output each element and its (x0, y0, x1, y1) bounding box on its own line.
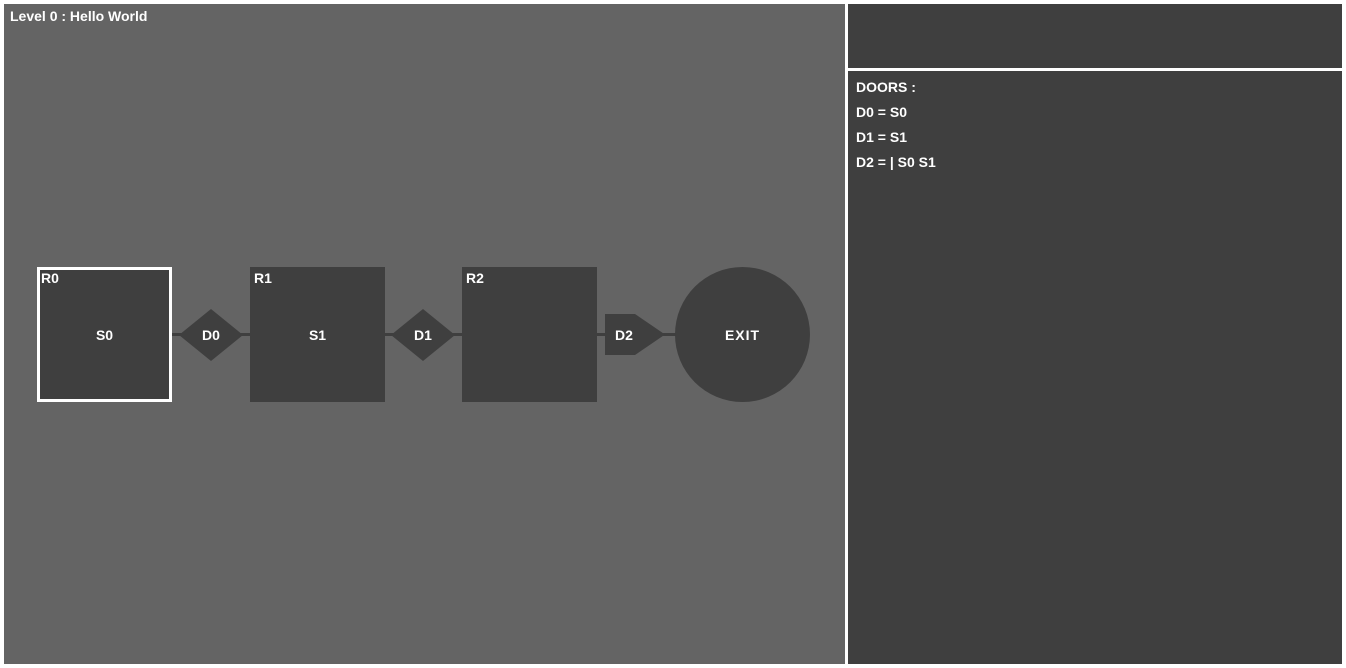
door-d0[interactable]: D0 (179, 309, 243, 361)
room-label: R1 (254, 270, 272, 286)
level-canvas: Level 0 : Hello World R0 S0 D0 R1 S1 (4, 4, 845, 664)
doors-panel: DOORS : D0 = S0 D1 = S1 D2 = | S0 S1 (848, 71, 1342, 664)
room-r2[interactable]: R2 (462, 267, 597, 402)
door-label: D0 (179, 327, 243, 343)
room-label: R0 (41, 270, 59, 286)
side-header-panel (848, 4, 1342, 68)
door-d1[interactable]: D1 (391, 309, 455, 361)
switch-s1[interactable]: S1 (250, 327, 385, 343)
door-label: D2 (605, 327, 643, 343)
exit-label: EXIT (675, 327, 810, 343)
door-formula-d1: D1 = S1 (856, 129, 907, 145)
door-d2[interactable]: D2 (605, 314, 665, 355)
door-formula-d2: D2 = | S0 S1 (856, 154, 936, 170)
exit-node[interactable]: EXIT (675, 267, 810, 402)
door-formula-d0: D0 = S0 (856, 104, 907, 120)
room-label: R2 (466, 270, 484, 286)
room-r0[interactable]: R0 S0 (37, 267, 172, 402)
connector-r2-d2 (597, 333, 605, 336)
level-title: Level 0 : Hello World (10, 8, 147, 24)
switch-s0[interactable]: S0 (40, 327, 169, 343)
doors-panel-title: DOORS : (856, 79, 916, 95)
room-r1[interactable]: R1 S1 (250, 267, 385, 402)
door-label: D1 (391, 327, 455, 343)
